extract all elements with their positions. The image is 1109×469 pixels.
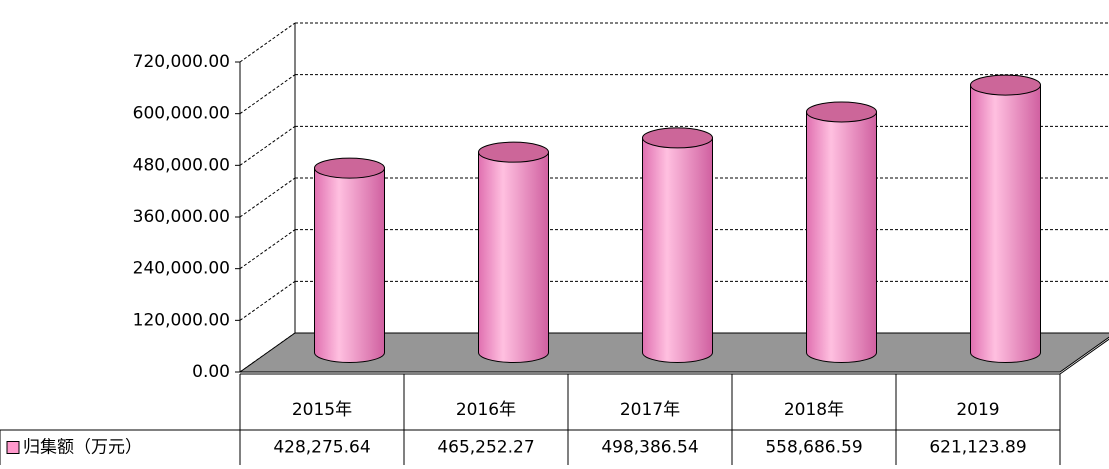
grid-line	[239, 22, 296, 63]
y-tick-label: 600,000.00	[133, 104, 230, 124]
legend-label: 归集额（万元）	[23, 438, 142, 458]
x-tick-label: 2015年	[292, 400, 352, 420]
grid-line	[239, 229, 296, 270]
y-tick-label: 120,000.00	[133, 310, 230, 330]
bar-top	[478, 141, 549, 163]
bar	[314, 157, 385, 363]
x-tick-label: 2018年	[784, 400, 844, 420]
data-label: 621,123.89	[929, 438, 1026, 458]
bar-top	[314, 157, 385, 179]
bar-body	[970, 84, 1041, 363]
data-label: 465,252.27	[437, 438, 534, 458]
bar-top	[970, 74, 1041, 96]
x-tick-label: 2019	[956, 400, 999, 420]
x-tick-label: 2016年	[456, 400, 516, 420]
y-tick-label: 360,000.00	[133, 207, 230, 227]
y-tick-label: 240,000.00	[133, 259, 230, 279]
bar	[970, 74, 1041, 363]
data-label: 428,275.64	[273, 438, 370, 458]
grid-line	[239, 125, 296, 166]
bar-body	[314, 167, 385, 363]
bar-body	[806, 111, 877, 363]
data-label: 498,386.54	[601, 438, 698, 458]
bar-body	[478, 151, 549, 363]
grid-line	[239, 280, 296, 321]
legend-swatch	[6, 441, 20, 454]
y-tick-label: 720,000.00	[133, 52, 230, 72]
grid-line	[239, 74, 296, 115]
bar-top	[806, 101, 877, 123]
table-line	[1059, 338, 1109, 375]
y-tick-label: 480,000.00	[133, 155, 230, 175]
bar-top	[642, 127, 713, 149]
y-tick-label: 0.00	[192, 362, 230, 382]
grid-line	[239, 177, 296, 218]
data-label: 558,686.59	[765, 438, 862, 458]
x-tick-label: 2017年	[620, 400, 680, 420]
bar	[478, 141, 549, 363]
bar-body	[642, 137, 713, 363]
bar	[642, 127, 713, 363]
bar	[806, 101, 877, 363]
